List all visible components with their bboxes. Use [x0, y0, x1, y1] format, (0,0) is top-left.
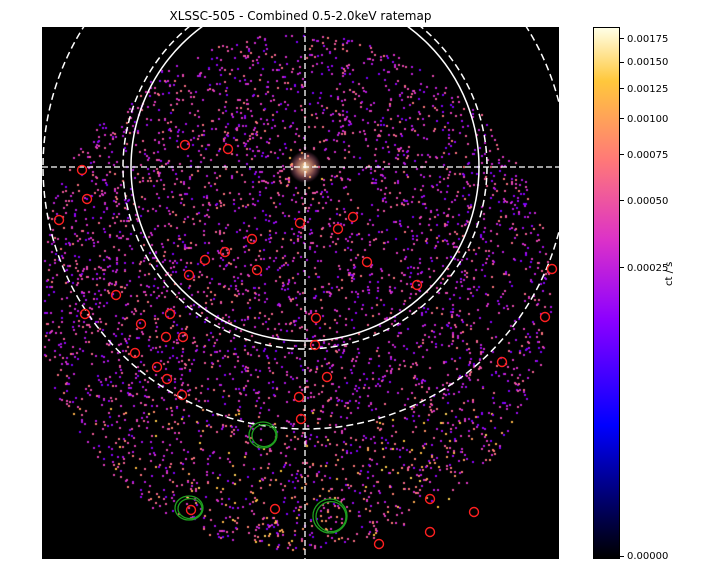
point-source-region — [179, 139, 191, 151]
colorbar-tick: 0.00050 — [620, 196, 668, 207]
point-source-region — [295, 413, 307, 425]
point-source-region — [129, 347, 141, 359]
extended-source-region — [174, 495, 204, 521]
aperture-circle-inner — [130, 27, 480, 342]
colorbar-tick: 0.00075 — [620, 150, 668, 161]
colorbar-tick: 0.00125 — [620, 84, 668, 95]
region-overlay — [42, 27, 559, 559]
point-source-region — [496, 356, 508, 368]
point-source-region — [468, 506, 480, 518]
colorbar-tick: 0.00025 — [620, 263, 668, 274]
figure-title: XLSSC-505 - Combined 0.5-2.0keV ratemap — [169, 9, 432, 23]
point-source-region — [424, 526, 436, 538]
point-source-region — [135, 318, 147, 330]
extended-source-region — [177, 497, 203, 520]
point-source-region — [361, 256, 373, 268]
extended-source-region — [248, 421, 278, 449]
point-source-region — [183, 269, 195, 281]
point-source-region — [81, 193, 93, 205]
point-source-region — [373, 538, 385, 550]
point-source-region — [251, 264, 263, 276]
point-source-region — [79, 308, 91, 320]
point-source-region — [546, 263, 558, 275]
colorbar-tick: 0.00100 — [620, 114, 668, 125]
point-source-region — [321, 371, 333, 383]
point-source-region — [309, 339, 321, 351]
point-source-region — [177, 331, 189, 343]
point-source-region — [293, 391, 305, 403]
point-source-region — [76, 164, 88, 176]
colorbar-ticks: 0.00175 0.00150 0.00125 0.00100 0.00075 0.000… — [620, 27, 700, 562]
point-source-region — [347, 211, 359, 223]
point-source-region — [539, 311, 551, 323]
point-source-region — [294, 217, 306, 229]
point-source-region — [161, 373, 173, 385]
point-source-region — [246, 233, 258, 245]
point-source-region — [219, 246, 231, 258]
point-source-region — [53, 214, 65, 226]
extended-source-region — [251, 423, 277, 448]
point-source-region — [164, 308, 176, 320]
colorbar-tick: 0.00175 — [620, 34, 668, 45]
colorbar-label: ct / s — [664, 261, 675, 286]
point-source-region — [151, 361, 163, 373]
point-source-regions — [53, 139, 558, 550]
aperture-circle-outer-dashed — [42, 27, 559, 430]
colorbar — [593, 27, 620, 559]
point-source-region — [110, 289, 122, 301]
colorbar-tick: 0.00150 — [620, 57, 668, 68]
point-source-region — [411, 279, 423, 291]
point-source-region — [185, 504, 197, 516]
point-source-region — [199, 254, 211, 266]
ratemap-image — [42, 27, 559, 559]
point-source-region — [310, 312, 322, 324]
point-source-region — [424, 493, 436, 505]
extended-source-region — [312, 498, 348, 534]
point-source-region — [269, 503, 281, 515]
ratemap-canvas — [42, 27, 559, 559]
colorbar-tick: 0.00000 — [620, 551, 668, 562]
point-source-region — [160, 331, 172, 343]
point-source-region — [176, 389, 188, 401]
extended-source-region — [315, 500, 347, 533]
point-source-region — [332, 223, 344, 235]
point-source-region — [222, 143, 234, 155]
extended-source-regions — [174, 421, 348, 534]
aperture-circle-inner-dashed — [122, 27, 488, 350]
